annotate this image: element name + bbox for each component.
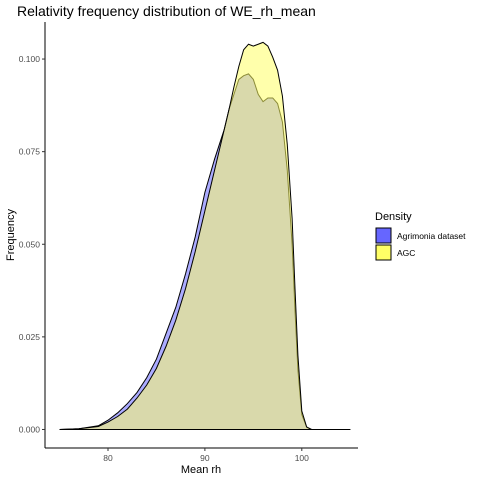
legend: Density Agrimonia dataset AGC [375,211,466,260]
x-tick-label: 80 [103,453,113,463]
legend-title: Density [375,211,412,223]
y-tick-label: 0.000 [19,424,41,434]
y-axis-label: Frequency [5,209,17,261]
y-tick-label: 0.050 [19,239,41,249]
chart-title: Relativity frequency distribution of WE_… [17,3,316,19]
legend-label-2: AGC [397,248,415,258]
y-tick-label: 0.100 [19,54,41,64]
density-area-2 [60,42,351,429]
y-axis-ticks: 0.000 0.025 0.050 0.075 0.100 [19,54,45,434]
legend-key-2 [376,245,391,260]
x-tick-label: 100 [295,453,309,463]
plot-area [60,42,351,429]
legend-label-1: Agrimonia dataset [397,231,466,241]
y-tick-label: 0.025 [19,332,41,342]
x-axis-ticks: 80 90 100 [103,448,309,463]
x-tick-label: 90 [200,453,210,463]
legend-key-1 [376,228,391,243]
x-axis-label: Mean rh [181,464,221,476]
y-tick-label: 0.075 [19,147,41,157]
